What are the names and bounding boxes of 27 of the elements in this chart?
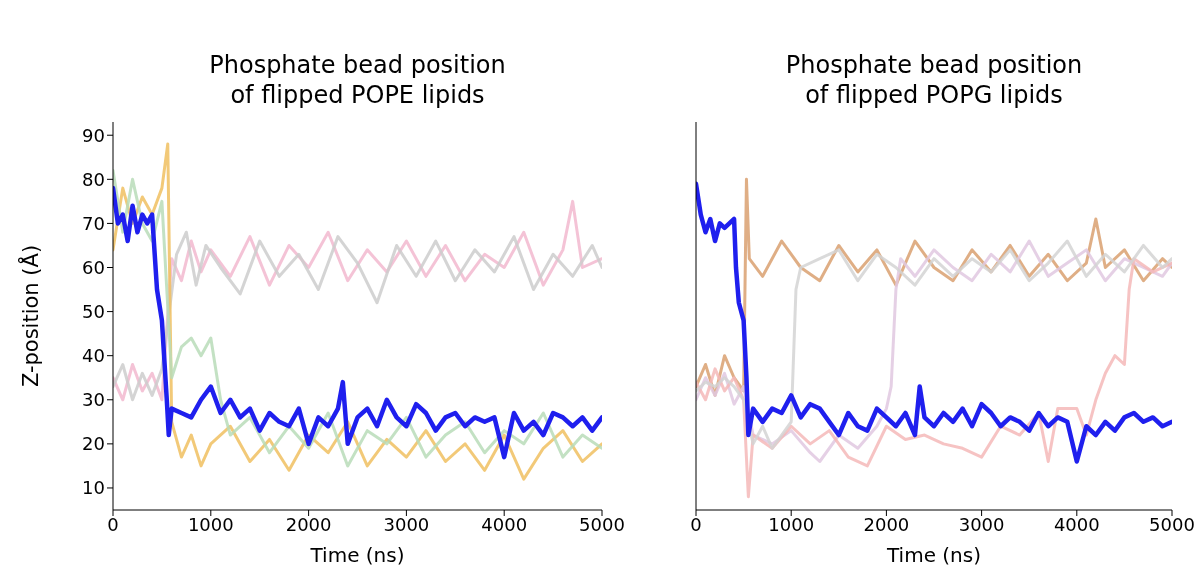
- x-tick-label: 1000: [768, 513, 815, 535]
- y-tick-label: 20: [82, 433, 105, 455]
- x-tick-label: 0: [107, 513, 119, 535]
- y-tick-label: 70: [82, 212, 105, 234]
- y-tick-label: 30: [82, 389, 105, 411]
- y-tick-label: 40: [82, 345, 105, 367]
- y-axis-title: Z-position (Å): [17, 244, 44, 388]
- y-tick-label: 80: [82, 168, 105, 190]
- x-axis-title: Time (ns): [309, 543, 405, 567]
- y-tick-label: 50: [82, 300, 105, 322]
- x-tick-label: 2000: [863, 513, 910, 535]
- y-tick-label: 90: [82, 124, 105, 146]
- x-tick-label: 3000: [383, 513, 430, 535]
- y-tick-label: 60: [82, 256, 105, 278]
- x-tick-label: 4000: [1053, 513, 1100, 535]
- x-tick-label: 0: [690, 513, 702, 535]
- line-series: [113, 230, 602, 402]
- x-axis-title: Time (ns): [885, 543, 982, 567]
- x-tick-label: 1000: [187, 513, 234, 535]
- chart-title: Phosphate bead position of flipped POPG lipids: [784, 50, 1084, 110]
- y-tick-label: 10: [82, 477, 105, 499]
- chart-title: Phosphate bead position of flipped POPE lipids: [208, 50, 507, 110]
- x-tick-label: 3000: [958, 513, 1005, 535]
- x-tick-label: 5000: [1149, 513, 1195, 535]
- x-tick-label: 5000: [579, 513, 625, 535]
- x-tick-label: 2000: [285, 513, 332, 535]
- x-tick-label: 4000: [481, 513, 528, 535]
